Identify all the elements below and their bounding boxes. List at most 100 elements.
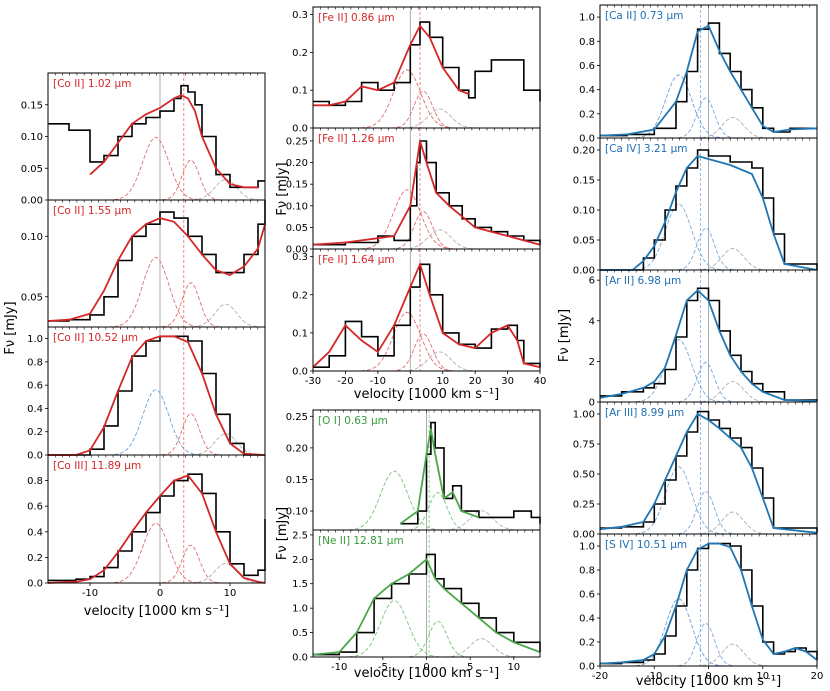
y-tick-label: 0 bbox=[589, 398, 595, 409]
x-tick-label: 10 bbox=[756, 671, 769, 682]
panel-line-label: [Fe II] 0.86 μm bbox=[318, 12, 395, 24]
x-tick-label: -10 bbox=[370, 376, 386, 387]
y-tick-label: 0.05 bbox=[286, 223, 308, 234]
y-tick-label: 0.00 bbox=[573, 266, 595, 277]
model-fit-curve bbox=[47, 474, 266, 584]
component-curve bbox=[48, 522, 265, 584]
x-tick-label: 40 bbox=[534, 376, 547, 387]
panel: 0.00 0.05 0.10 0.15 [Co II] 1.02 μm bbox=[21, 72, 266, 207]
panel-line-label: [Ne II] 12.81 μm bbox=[318, 535, 404, 547]
y-tick-label: 1.0 bbox=[579, 542, 595, 553]
y-tick-label: 0.0 bbox=[27, 579, 43, 590]
y-tick-label: 0.00 bbox=[21, 196, 43, 207]
y-axis-label: Fν [mJy] bbox=[275, 162, 290, 215]
chart-group-0: 0.000.050.100.15[Co II] 1.02 μm0.050.10[… bbox=[3, 72, 266, 619]
component-curve bbox=[313, 90, 540, 129]
y-tick-label: 0.10 bbox=[573, 206, 595, 217]
y-tick-label: 0.8 bbox=[579, 37, 595, 48]
panel: 0.00 0.25 0.50 0.75 1.00 [Ar III] 8.99 μm bbox=[573, 401, 818, 541]
x-tick-label: 10 bbox=[507, 662, 520, 673]
y-tick-label: 2.5 bbox=[292, 530, 308, 541]
y-axis-label: Fν [mJy] bbox=[275, 507, 290, 560]
y-tick-label: 0.00 bbox=[286, 245, 308, 256]
y-tick-label: 0.1 bbox=[292, 328, 308, 339]
y-tick-label: 0.0 bbox=[579, 662, 595, 673]
model-fit-curve bbox=[399, 428, 480, 525]
x-tick-label: 20 bbox=[811, 671, 824, 682]
y-tick-label: 0.6 bbox=[579, 590, 595, 601]
component-curve bbox=[313, 351, 540, 372]
x-tick-label: 0 bbox=[423, 662, 429, 673]
model-fit-curve bbox=[312, 557, 541, 656]
y-tick-label: 0.10 bbox=[21, 132, 43, 143]
observed-spectrum bbox=[48, 84, 265, 189]
y-tick-label: 0.5 bbox=[292, 628, 308, 639]
observed-spectrum bbox=[313, 140, 541, 246]
panel-frame bbox=[47, 326, 266, 456]
y-tick-label: 0.0 bbox=[292, 367, 308, 378]
component-curve bbox=[313, 229, 540, 250]
x-tick-label: 0 bbox=[407, 376, 413, 387]
y-tick-label: 0.05 bbox=[573, 236, 595, 247]
y-tick-label: 2.0 bbox=[292, 555, 308, 566]
component-curve bbox=[313, 189, 540, 250]
y-tick-label: 0.10 bbox=[286, 201, 308, 212]
y-tick-label: 0.3 bbox=[292, 10, 308, 21]
panel: 0.0 0.1 0.2 0.3 [Fe II] 0.86 μm bbox=[292, 6, 541, 135]
panel-line-label: [Ca II] 0.73 μm bbox=[605, 10, 683, 22]
y-tick-label: 0.10 bbox=[286, 507, 308, 518]
y-tick-label: 0.15 bbox=[573, 176, 595, 187]
chart-group-1: 0.0 0.1 0.2 0.3 [Fe II] 0.86 μm 0.00 0.05 0.10 0… bbox=[275, 6, 547, 402]
model-fit-curve bbox=[599, 542, 818, 665]
panel-frame bbox=[47, 72, 266, 201]
panel-line-label: [Ar III] 8.99 μm bbox=[605, 407, 684, 419]
x-tick-label: -20 bbox=[592, 671, 608, 682]
model-fit-curve bbox=[599, 24, 818, 137]
panel-line-label: [Co II] 1.55 μm bbox=[53, 205, 131, 217]
y-tick-label: 0.25 bbox=[286, 412, 308, 423]
y-tick-label: 0.4 bbox=[27, 527, 43, 538]
x-axis-label: velocity [1000 km s⁻¹] bbox=[354, 387, 499, 402]
x-tick-label: -20 bbox=[337, 376, 353, 387]
model-fit-curve bbox=[312, 261, 541, 369]
x-tick-label: -10 bbox=[331, 662, 347, 673]
model-fit-curve bbox=[599, 289, 818, 402]
y-tick-label: 0.00 bbox=[573, 530, 595, 541]
y-axis-label: Fν [mJy] bbox=[3, 301, 18, 354]
panel: 0.0 0.2 0.4 0.6 0.8 1.0 [S IV] 10.51 μm bbox=[579, 533, 818, 673]
panel: 0 2 4 6 [Ar II] 6.98 μm bbox=[589, 269, 818, 409]
model-fit-curve bbox=[599, 412, 818, 534]
x-tick-label: -10 bbox=[82, 588, 98, 599]
y-tick-label: 1.5 bbox=[292, 579, 308, 590]
y-tick-label: 6 bbox=[589, 276, 595, 287]
y-tick-label: 0.15 bbox=[286, 475, 308, 486]
component-curve bbox=[313, 210, 540, 250]
y-axis-label: Fν [mJy] bbox=[557, 309, 572, 362]
y-tick-label: 0.10 bbox=[21, 232, 43, 243]
x-tick-label: -5 bbox=[378, 662, 388, 673]
y-tick-label: 0.8 bbox=[579, 566, 595, 577]
observed-spectrum bbox=[48, 335, 265, 456]
y-tick-label: 0.75 bbox=[573, 440, 595, 451]
observed-spectrum bbox=[313, 553, 541, 656]
x-tick-label: 5 bbox=[467, 662, 473, 673]
observed-spectrum bbox=[48, 200, 266, 322]
y-tick-label: 0.05 bbox=[21, 292, 43, 303]
observed-spectrum bbox=[313, 263, 541, 368]
y-tick-label: 1.0 bbox=[292, 604, 308, 615]
panel: 0.0 0.2 0.4 0.6 0.8 1.0 [Co II] 10.52 μm bbox=[27, 326, 266, 462]
model-fit-curve bbox=[313, 24, 470, 107]
y-tick-label: 0.50 bbox=[573, 470, 595, 481]
observed-spectrum bbox=[400, 421, 541, 525]
y-tick-label: 0.2 bbox=[292, 48, 308, 59]
y-tick-label: 0.4 bbox=[579, 614, 595, 625]
y-tick-label: 1.0 bbox=[579, 13, 595, 24]
panel: 0.0 0.1 0.2 0.3 [Fe II] 1.64 μm bbox=[292, 248, 541, 378]
panel-line-label: [Fe II] 1.64 μm bbox=[318, 254, 395, 266]
x-tick-label: 20 bbox=[469, 376, 482, 387]
panel: 0.00 0.05 0.10 0.15 0.20 [Ca IV] 3.21 μm bbox=[573, 137, 818, 277]
y-tick-label: 0.25 bbox=[573, 500, 595, 511]
y-tick-label: 0.2 bbox=[292, 290, 308, 301]
y-tick-label: 0.05 bbox=[21, 164, 43, 175]
component-curve bbox=[48, 136, 265, 201]
